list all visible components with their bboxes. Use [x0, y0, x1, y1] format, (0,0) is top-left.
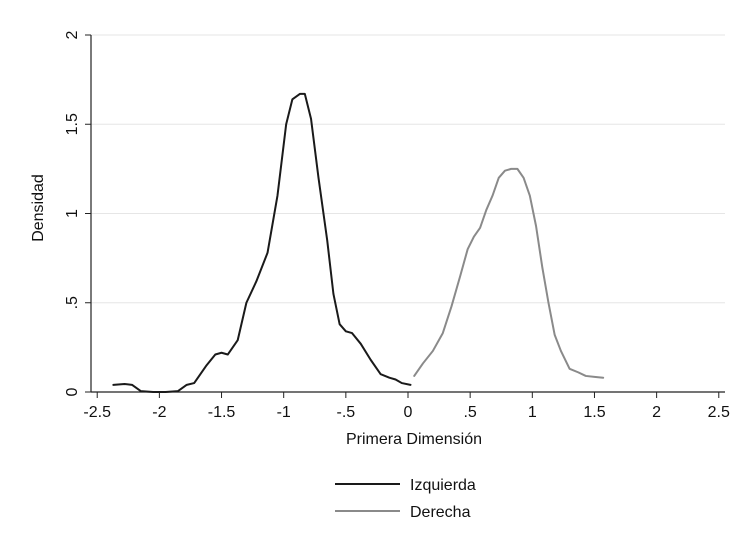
y-ticks: 0 .5 1 1.5 2	[64, 30, 91, 396]
x-tick-label-9: 2	[652, 404, 661, 421]
y-tick-label-3: 1.5	[64, 113, 81, 135]
legend: Izquierda Derecha	[335, 477, 476, 521]
x-tick-label-10: 2.5	[708, 404, 730, 421]
series-line-derecha	[413, 167, 605, 379]
x-tick-label-2: -1.5	[208, 404, 236, 421]
y-tick-label-0: 0	[64, 387, 81, 396]
x-tick-label-8: 1.5	[583, 404, 605, 421]
x-tick-label-4: -.5	[337, 404, 356, 421]
x-tick-label-3: -1	[277, 404, 291, 421]
legend-label-derecha: Derecha	[410, 504, 471, 521]
y-tick-label-2: 1	[64, 209, 81, 218]
y-tick-label-1: .5	[64, 296, 81, 309]
x-tick-label-5: 0	[404, 404, 413, 421]
x-ticks: -2.5 -2 -1.5 -1 -.5 0 .5 1 1.5 2 2.5	[83, 392, 730, 421]
legend-label-izquierda: Izquierda	[410, 477, 476, 494]
x-tick-label-7: 1	[528, 404, 537, 421]
x-axis-title: Primera Dimensión	[346, 431, 482, 448]
x-tick-label-0: -2.5	[83, 404, 111, 421]
grid-lines	[91, 34, 725, 304]
y-tick-label-4: 2	[64, 30, 81, 39]
x-tick-label-1: -2	[152, 404, 166, 421]
series-line-izquierda	[112, 92, 412, 393]
y-axis-title: Densidad	[30, 174, 47, 242]
x-tick-label-6: .5	[463, 404, 476, 421]
series-lines	[112, 92, 605, 393]
